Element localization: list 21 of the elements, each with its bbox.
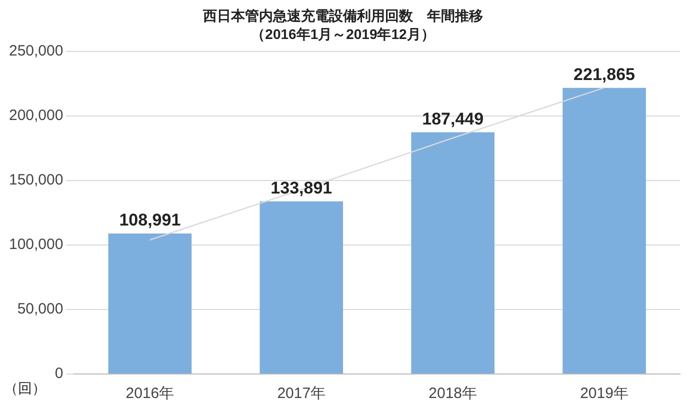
chart-subtitle: （2016年1月～2019年12月） (251, 26, 435, 42)
y-tick-label: 50,000 (17, 300, 64, 318)
x-tick-label: 2017年 (277, 385, 326, 402)
bar (562, 88, 646, 374)
data-label: 108,991 (119, 210, 181, 230)
x-tick-label: 2019年 (580, 385, 628, 402)
data-label: 187,449 (422, 109, 484, 128)
y-tick-label: 150,000 (8, 172, 64, 189)
bar (260, 201, 344, 374)
y-tick-label: 100,000 (8, 236, 64, 254)
bar (411, 132, 494, 374)
data-label: 133,891 (270, 178, 332, 198)
bar (108, 233, 192, 374)
y-tick-label: 0 (54, 365, 64, 382)
chart-title: 西日本管内急速充電設備利用回数 年間推移 (202, 7, 483, 24)
x-tick-label: 2016年 (126, 385, 174, 402)
data-label: 221,865 (574, 65, 636, 84)
y-axis-title: （回） (4, 380, 46, 396)
x-tick-label: 2018年 (428, 385, 478, 402)
y-tick-label: 200,000 (8, 107, 64, 124)
y-tick-label: 250,000 (8, 42, 64, 60)
